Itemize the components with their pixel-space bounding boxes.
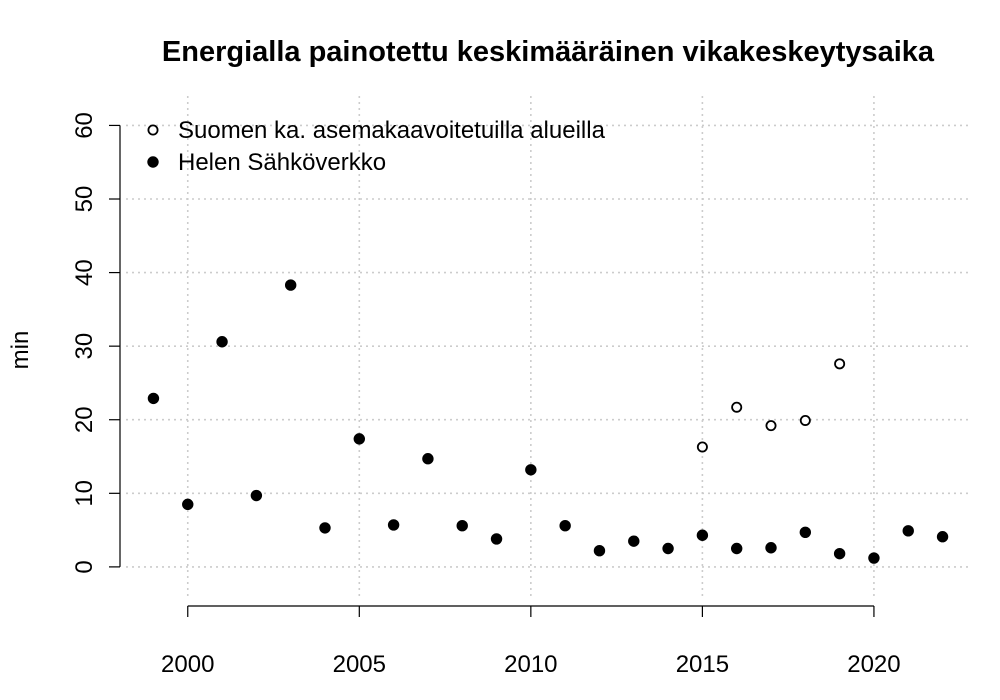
data-point-helen [456, 519, 468, 532]
data-point-helen [868, 552, 880, 564]
legend-label-helen: Helen Sähköverkko [178, 149, 386, 176]
y-tick-label: 30 [71, 333, 98, 360]
data-point-suomen [696, 441, 708, 453]
y-tick-label: 40 [71, 259, 98, 286]
chart-title: Energialla painotettu keskimääräinen vik… [162, 36, 935, 68]
data-point-helen [833, 547, 846, 560]
data-point-helen [696, 529, 709, 541]
data-point-suomen [731, 401, 743, 413]
data-point-helen [936, 531, 949, 543]
data-point-helen [147, 392, 160, 405]
data-point-helen [250, 489, 263, 502]
y-tick-label: 0 [71, 560, 98, 573]
data-point-helen [662, 542, 674, 555]
data-point-helen [422, 453, 434, 465]
legend-marker-filled-circle [147, 156, 159, 168]
data-point-helen [765, 542, 777, 554]
data-point-helen [353, 433, 366, 445]
data-point-helen [730, 542, 743, 555]
legend-label-suomen: Suomen ka. asemakaavoitetuilla alueilla [178, 117, 606, 144]
y-tick-label: 50 [71, 186, 98, 213]
legend-marker-open-circle [147, 124, 159, 136]
data-point-helen [216, 336, 228, 348]
data-point-helen [490, 533, 503, 545]
y-tick-label: 10 [71, 480, 98, 507]
y-tick-label: 60 [71, 112, 98, 139]
x-tick-label: 2015 [676, 651, 729, 678]
grid [126, 96, 970, 600]
y-tick-label: 20 [71, 406, 98, 433]
x-tick-label: 2005 [333, 651, 386, 678]
data-point-helen [387, 519, 400, 531]
legend: Suomen ka. asemakaavoitetuilla alueilla … [147, 117, 606, 176]
data-point-helen [284, 279, 297, 291]
data-point-suomen [799, 414, 811, 426]
data-point-helen [799, 526, 812, 539]
axes: 2000 2005 2010 2015 2020 0 10 20 30 40 50 60 [71, 112, 901, 678]
x-tick-label: 2020 [847, 651, 900, 678]
y-axis-label: min [7, 331, 34, 370]
data-point-helen [628, 535, 640, 547]
x-tick-label: 2010 [504, 651, 557, 678]
data-point-suomen [834, 358, 846, 370]
data-points [147, 279, 949, 564]
data-point-helen [559, 519, 571, 532]
data-point-helen [593, 545, 606, 557]
data-point-helen [525, 464, 537, 476]
data-point-helen [182, 498, 194, 511]
data-point-suomen [765, 420, 777, 432]
data-point-helen [902, 525, 914, 537]
data-point-helen [319, 522, 331, 534]
x-tick-label: 2000 [161, 651, 214, 678]
